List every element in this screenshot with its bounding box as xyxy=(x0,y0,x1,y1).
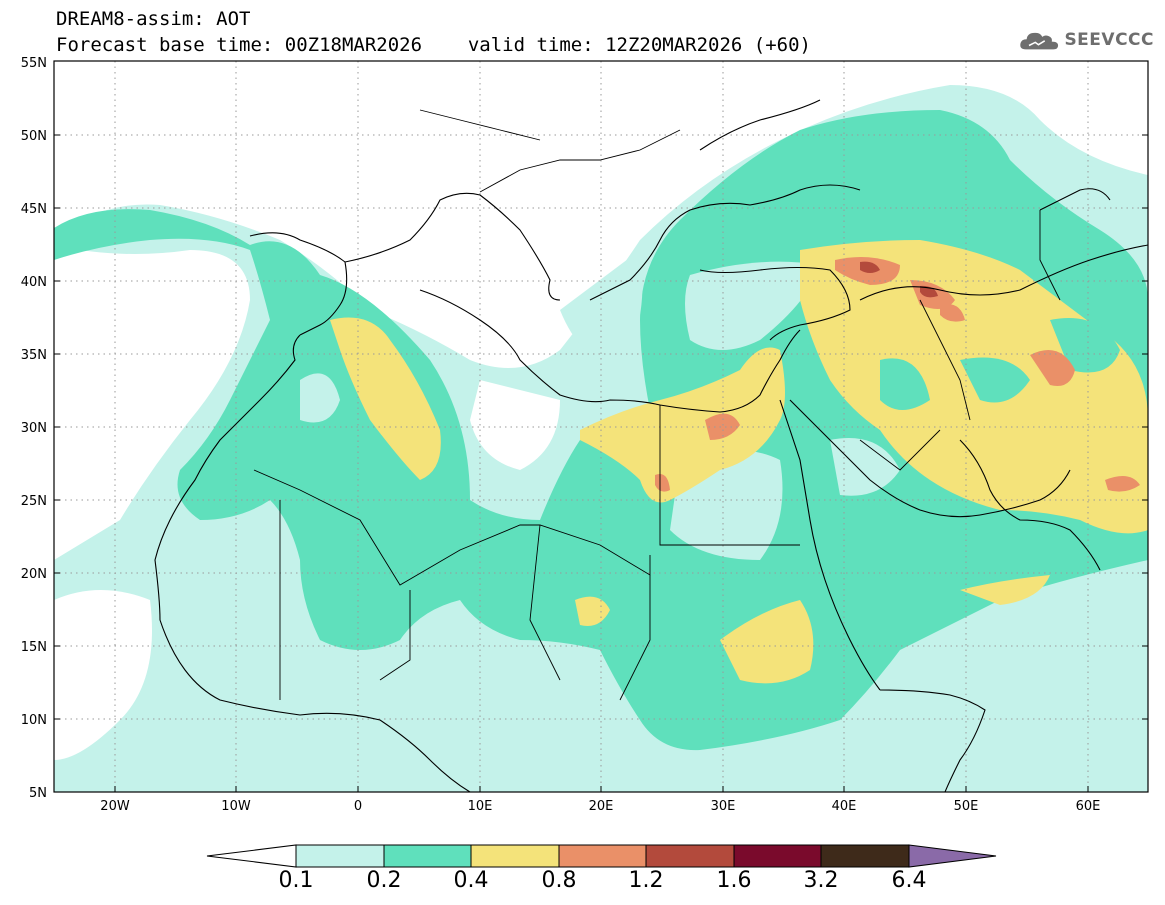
lon-label: 20W xyxy=(100,799,130,814)
lat-label: 50N xyxy=(21,129,47,144)
colorbar-label: 1.6 xyxy=(716,868,752,893)
lat-label: 10N xyxy=(21,713,47,728)
lon-label: 40E xyxy=(832,799,857,814)
colorbar-swatch xyxy=(733,844,822,868)
lat-label: 5N xyxy=(29,786,47,801)
colorbar-swatch xyxy=(295,844,385,868)
coastlines xyxy=(154,99,1148,792)
valid-time: valid time: 12Z20MAR2026 (+60) xyxy=(467,34,811,56)
colorbar xyxy=(206,844,997,868)
base-time: Forecast base time: 00Z18MAR2026 xyxy=(56,34,423,56)
lon-label: 10W xyxy=(221,799,251,814)
logo-text: SEEVCCC xyxy=(1064,30,1154,50)
aot-level-1.2 xyxy=(860,261,938,298)
map-title: DREAM8-assim: AOT xyxy=(56,8,251,30)
lon-label: 10E xyxy=(468,799,493,814)
country-borders xyxy=(253,109,1061,701)
lat-labels: 55N 50N 45N 40N 35N 30N 25N 20N 15N 10N … xyxy=(21,56,47,801)
colorbar-high-arrow xyxy=(908,844,997,868)
colorbar-swatch xyxy=(645,844,735,868)
lon-label: 50E xyxy=(954,799,979,814)
lat-label: 20N xyxy=(21,567,47,582)
colorbar-swatch xyxy=(470,844,560,868)
lat-label: 15N xyxy=(21,640,47,655)
lat-ticks xyxy=(54,134,1148,720)
lat-label: 25N xyxy=(21,494,47,509)
seevccc-logo: SEEVCCC xyxy=(1018,24,1154,56)
lat-label: 45N xyxy=(21,202,47,217)
colorbar-label: 1.2 xyxy=(628,868,664,893)
lon-label: 0 xyxy=(354,799,362,814)
colorbar-swatch xyxy=(383,844,472,868)
lon-label: 20E xyxy=(589,799,614,814)
lat-label: 55N xyxy=(21,56,47,71)
colorbar-label: 0.2 xyxy=(366,868,402,893)
lon-label: 60E xyxy=(1076,799,1101,814)
cloud-icon xyxy=(1020,32,1059,50)
colorbar-label: 0.8 xyxy=(541,868,577,893)
lat-label: 30N xyxy=(21,421,47,436)
colorbar-label: 0.4 xyxy=(453,868,489,893)
colorbar-swatch xyxy=(558,844,647,868)
lat-label: 40N xyxy=(21,275,47,290)
lon-label: 30E xyxy=(711,799,736,814)
graticule xyxy=(54,61,1148,792)
lat-label: 35N xyxy=(21,348,47,363)
colorbar-label: 0.1 xyxy=(278,868,314,893)
colorbar-swatch xyxy=(820,844,910,868)
colorbar-label: 6.4 xyxy=(891,868,927,893)
lon-ticks xyxy=(114,786,1089,792)
colorbar-low-arrow xyxy=(206,844,297,868)
colorbar-label: 3.2 xyxy=(803,868,839,893)
lon-labels: 20W 10W 0 10E 20E 30E 40E 50E 60E xyxy=(100,799,1100,814)
forecast-times: Forecast base time: 00Z18MAR2026 valid t… xyxy=(56,34,811,56)
